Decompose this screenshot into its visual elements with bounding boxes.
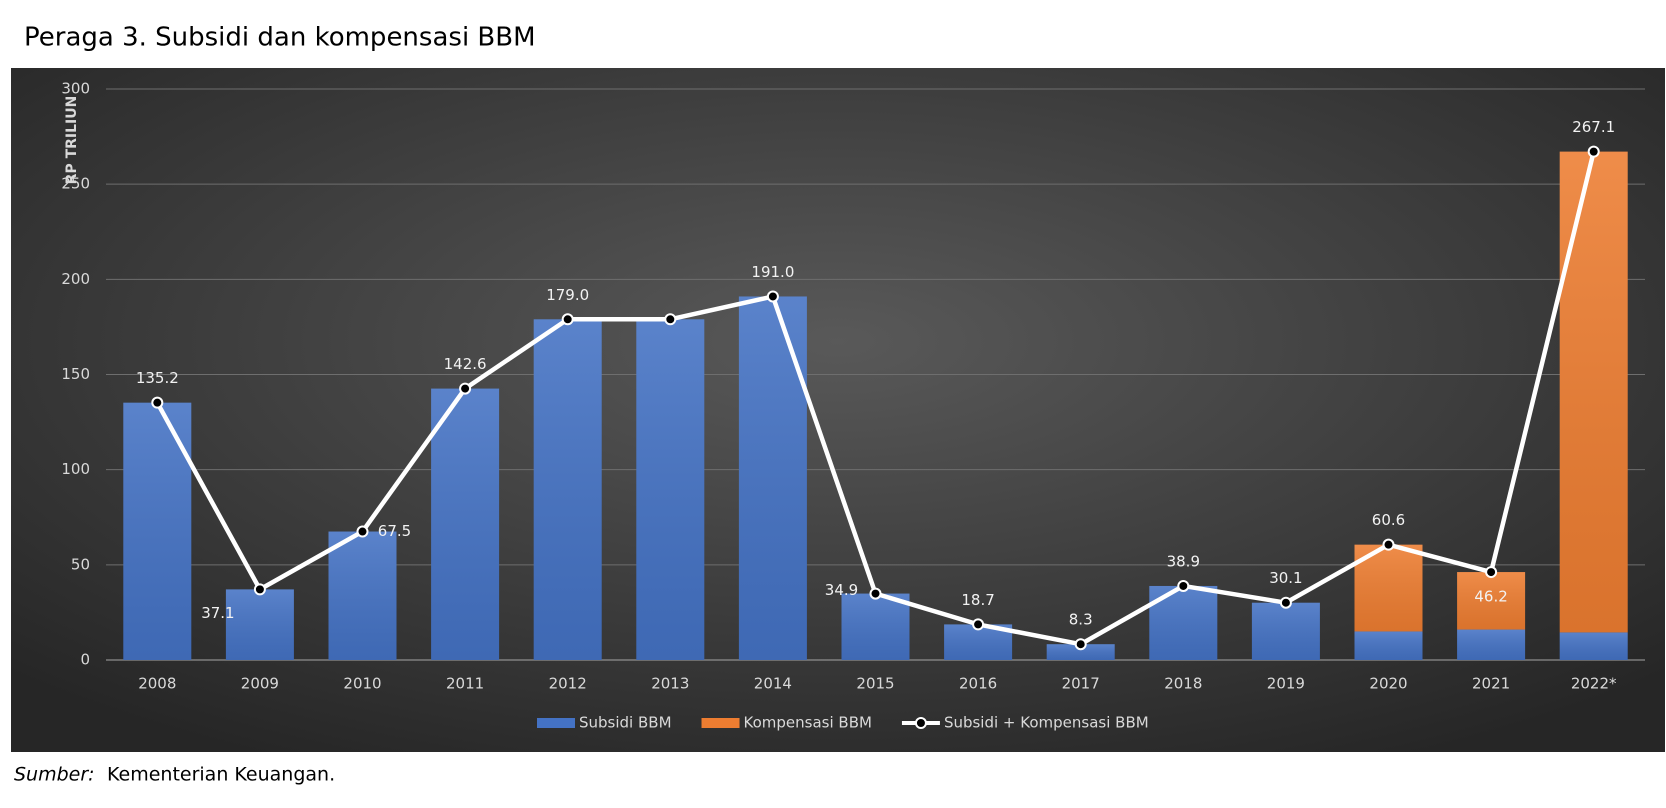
x-tick-label: 2021: [1472, 675, 1510, 693]
line-marker: [459, 382, 472, 395]
bar-shade: [841, 593, 910, 660]
data-label: 179.0: [546, 286, 589, 304]
y-tick-label: 100: [61, 460, 90, 478]
line-marker: [869, 587, 882, 600]
data-label: 34.9: [825, 581, 858, 599]
bar-shade: [738, 296, 807, 660]
x-tick-label: 2010: [343, 675, 381, 693]
line-marker: [151, 396, 164, 409]
x-tick-label: 2020: [1369, 675, 1407, 693]
bar-shade: [431, 388, 500, 660]
line-marker: [1074, 638, 1087, 651]
bar-shade: [1457, 572, 1526, 630]
data-label: 37.1: [201, 604, 234, 622]
bar-shade: [533, 319, 602, 660]
legend-swatch-marker: [914, 717, 927, 729]
y-axis-label: RP TRILIUN: [64, 96, 80, 185]
x-tick-label: 2013: [651, 675, 689, 693]
y-tick-label: 150: [61, 365, 90, 383]
y-tick-label: 300: [61, 80, 90, 98]
bar-shade: [328, 531, 397, 660]
legend-label: Subsidi + Kompensasi BBM: [944, 714, 1149, 732]
data-label: 142.6: [444, 355, 487, 373]
line-marker: [253, 583, 266, 596]
data-label: 267.1: [1572, 118, 1615, 136]
line-marker: [766, 290, 779, 303]
legend-swatch: [701, 718, 740, 728]
data-label: 191.0: [751, 263, 794, 281]
legend-swatch: [537, 718, 575, 728]
bar-shade: [636, 319, 705, 660]
x-tick-label: 2019: [1267, 675, 1305, 693]
bar-shade: [1457, 629, 1526, 660]
data-label: 18.7: [961, 591, 994, 609]
y-tick-label: 250: [61, 175, 90, 193]
bar-shade: [1046, 644, 1115, 660]
data-label: 67.5: [378, 522, 411, 540]
data-label: 60.6: [1372, 511, 1405, 529]
bar-shade: [225, 589, 294, 660]
line-marker: [356, 525, 369, 538]
line-marker: [1177, 579, 1190, 592]
bar-shade: [1559, 632, 1628, 660]
legend-label: Subsidi BBM: [579, 714, 672, 732]
line-marker: [664, 313, 677, 326]
x-tick-label: 2008: [138, 675, 176, 693]
line-marker: [1587, 145, 1600, 158]
y-tick-label: 50: [71, 555, 90, 573]
chart-title: Peraga 3. Subsidi dan kompensasi BBM: [24, 23, 536, 53]
line-marker: [1279, 596, 1292, 609]
bar-shade: [1354, 631, 1423, 660]
data-label: 38.9: [1167, 552, 1200, 570]
data-label: 46.2: [1474, 588, 1507, 606]
data-label: 135.2: [136, 369, 179, 387]
data-label: 8.3: [1069, 611, 1093, 629]
line-marker: [1382, 538, 1395, 551]
x-tick-label: 2017: [1062, 675, 1100, 693]
data-label: 30.1: [1269, 569, 1302, 587]
line-marker: [972, 618, 985, 631]
y-tick-label: 200: [61, 270, 90, 288]
x-tick-label: 2011: [446, 675, 484, 693]
x-tick-label: 2016: [959, 675, 997, 693]
source-text: Kementerian Keuangan.: [107, 764, 335, 786]
x-tick-label: 2009: [241, 675, 279, 693]
x-tick-label: 2012: [549, 675, 587, 693]
source-label: Sumber:: [14, 764, 95, 786]
legend-label: Kompensasi BBM: [744, 714, 872, 732]
x-tick-label: 2018: [1164, 675, 1202, 693]
y-tick-label: 0: [80, 651, 90, 669]
line-marker: [561, 313, 574, 326]
x-tick-label: 2015: [856, 675, 894, 693]
line-marker: [1485, 566, 1498, 579]
x-tick-label: 2022*: [1571, 675, 1617, 693]
bar-shade: [1251, 602, 1320, 660]
bar-shade: [1559, 151, 1628, 633]
bar-shade: [123, 402, 192, 660]
x-tick-label: 2014: [754, 675, 792, 693]
